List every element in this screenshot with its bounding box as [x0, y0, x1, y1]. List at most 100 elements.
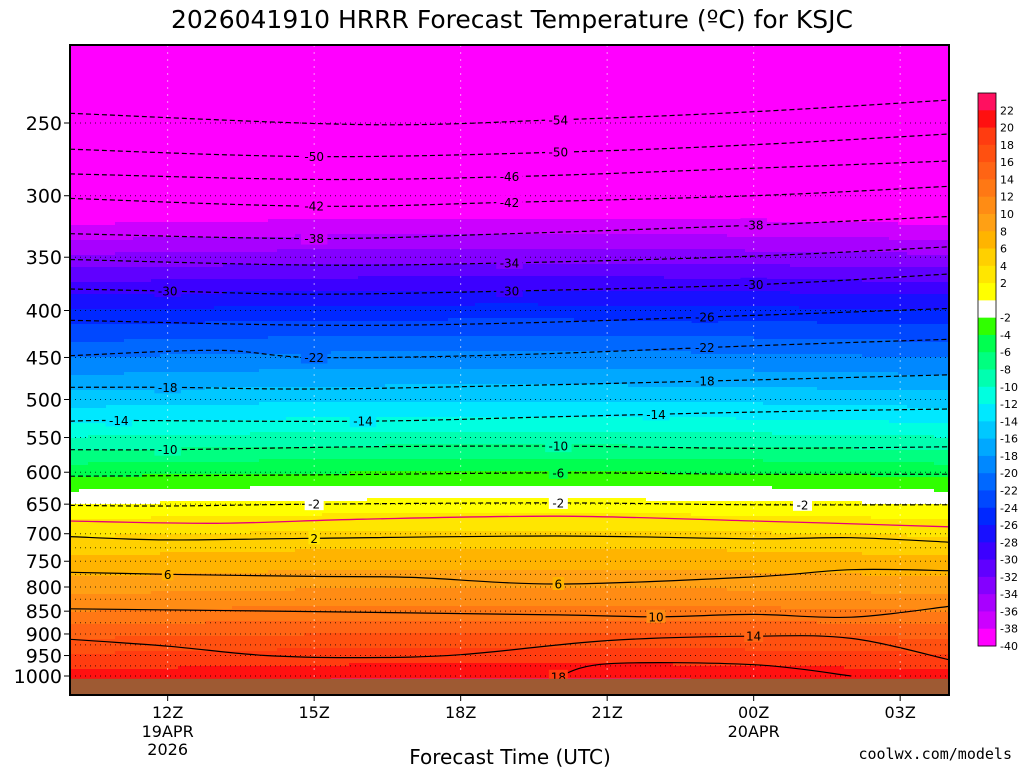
temperature-fill-cell: [142, 438, 152, 442]
temperature-fill-cell: [79, 348, 89, 352]
temperature-fill-cell: [151, 297, 161, 301]
temperature-fill-cell: [142, 444, 152, 448]
temperature-fill-cell: [88, 150, 98, 154]
temperature-fill-cell: [160, 432, 170, 436]
temperature-fill-cell: [160, 435, 170, 439]
temperature-fill-cell: [70, 531, 80, 535]
temperature-fill-cell: [178, 468, 188, 472]
temperature-fill-cell: [97, 522, 107, 526]
temperature-fill-cell: [115, 669, 125, 673]
temperature-fill-cell: [88, 174, 98, 178]
temperature-fill-cell: [88, 210, 98, 214]
temperature-fill-cell: [70, 651, 80, 655]
temperature-fill-cell: [160, 519, 170, 523]
temperature-fill-cell: [97, 180, 107, 184]
temperature-fill-cell: [160, 123, 170, 127]
temperature-fill-cell: [187, 624, 197, 628]
temperature-fill-cell: [169, 90, 179, 94]
temperature-fill-cell: [88, 384, 98, 388]
temperature-fill-cell: [124, 606, 134, 610]
temperature-fill-cell: [178, 633, 188, 637]
temperature-fill-cell: [115, 507, 125, 511]
temperature-fill-cell: [133, 540, 143, 544]
temperature-fill-cell: [124, 69, 134, 73]
temperature-fill-cell: [133, 144, 143, 148]
temperature-fill-cell: [169, 177, 179, 181]
temperature-fill-cell: [133, 216, 143, 220]
temperature-fill-cell: [169, 336, 179, 340]
temperature-fill-cell: [106, 231, 116, 235]
temperature-fill-cell: [124, 405, 134, 409]
temperature-fill-cell: [97, 375, 107, 379]
temperature-fill-cell: [115, 147, 125, 151]
temperature-fill-cell: [106, 666, 116, 670]
temperature-fill-cell: [160, 543, 170, 547]
temperature-fill-cell: [79, 411, 89, 415]
temperature-fill-cell: [169, 87, 179, 91]
temperature-fill-cell: [169, 420, 179, 424]
temperature-fill-cell: [70, 603, 80, 607]
temperature-fill-cell: [178, 597, 188, 601]
temperature-fill-cell: [142, 255, 152, 259]
temperature-fill-cell: [70, 75, 80, 79]
temperature-fill-cell: [70, 510, 80, 514]
temperature-fill-cell: [97, 396, 107, 400]
temperature-fill-cell: [79, 354, 89, 358]
temperature-fill-cell: [70, 615, 80, 619]
temperature-fill-cell: [124, 582, 134, 586]
temperature-fill-cell: [196, 276, 206, 280]
temperature-fill-cell: [97, 264, 107, 268]
temperature-fill-cell: [169, 225, 179, 229]
temperature-fill-cell: [97, 585, 107, 589]
temperature-fill-cell: [160, 462, 170, 466]
temperature-fill-cell: [88, 117, 98, 121]
temperature-fill-cell: [169, 45, 179, 49]
temperature-fill-cell: [187, 390, 197, 394]
temperature-fill-cell: [115, 255, 125, 259]
temperature-fill-cell: [169, 675, 179, 679]
temperature-fill-cell: [151, 159, 161, 163]
temperature-fill-cell: [79, 267, 89, 271]
temperature-fill-cell: [70, 636, 80, 640]
temperature-fill-cell: [133, 525, 143, 529]
temperature-fill-cell: [169, 534, 179, 538]
temperature-fill-cell: [79, 573, 89, 577]
temperature-fill-cell: [133, 444, 143, 448]
temperature-fill-cell: [79, 297, 89, 301]
temperature-fill-cell: [88, 54, 98, 58]
temperature-fill-cell: [169, 168, 179, 172]
temperature-fill-cell: [88, 525, 98, 529]
temperature-fill-cell: [187, 417, 197, 421]
temperature-fill-cell: [187, 432, 197, 436]
temperature-fill-cell: [70, 57, 80, 61]
temperature-fill-cell: [169, 660, 179, 664]
temperature-fill-cell: [124, 480, 134, 484]
temperature-fill-cell: [106, 243, 116, 247]
temperature-fill-cell: [151, 177, 161, 181]
temperature-fill-cell: [79, 540, 89, 544]
temperature-fill-cell: [79, 585, 89, 589]
temperature-fill-cell: [187, 282, 197, 286]
temperature-fill-cell: [97, 471, 107, 475]
temperature-fill-cell: [88, 603, 98, 607]
temperature-fill-cell: [133, 348, 143, 352]
temperature-fill-cell: [88, 510, 98, 514]
temperature-fill-cell: [70, 162, 80, 166]
temperature-fill-cell: [70, 147, 80, 151]
temperature-fill-cell: [196, 345, 206, 349]
temperature-fill-cell: [106, 87, 116, 91]
temperature-fill-cell: [151, 315, 161, 319]
temperature-fill-cell: [196, 375, 206, 379]
temperature-fill-cell: [142, 102, 152, 106]
temperature-fill-cell: [142, 666, 152, 670]
temperature-fill-cell: [115, 129, 125, 133]
temperature-fill-cell: [70, 462, 80, 466]
temperature-fill-cell: [142, 483, 152, 487]
temperature-fill-cell: [187, 480, 197, 484]
temperature-fill-cell: [142, 468, 152, 472]
temperature-fill-cell: [106, 156, 116, 160]
temperature-fill-cell: [97, 483, 107, 487]
temperature-fill-cell: [133, 660, 143, 664]
temperature-fill-cell: [88, 420, 98, 424]
temperature-fill-cell: [79, 108, 89, 112]
